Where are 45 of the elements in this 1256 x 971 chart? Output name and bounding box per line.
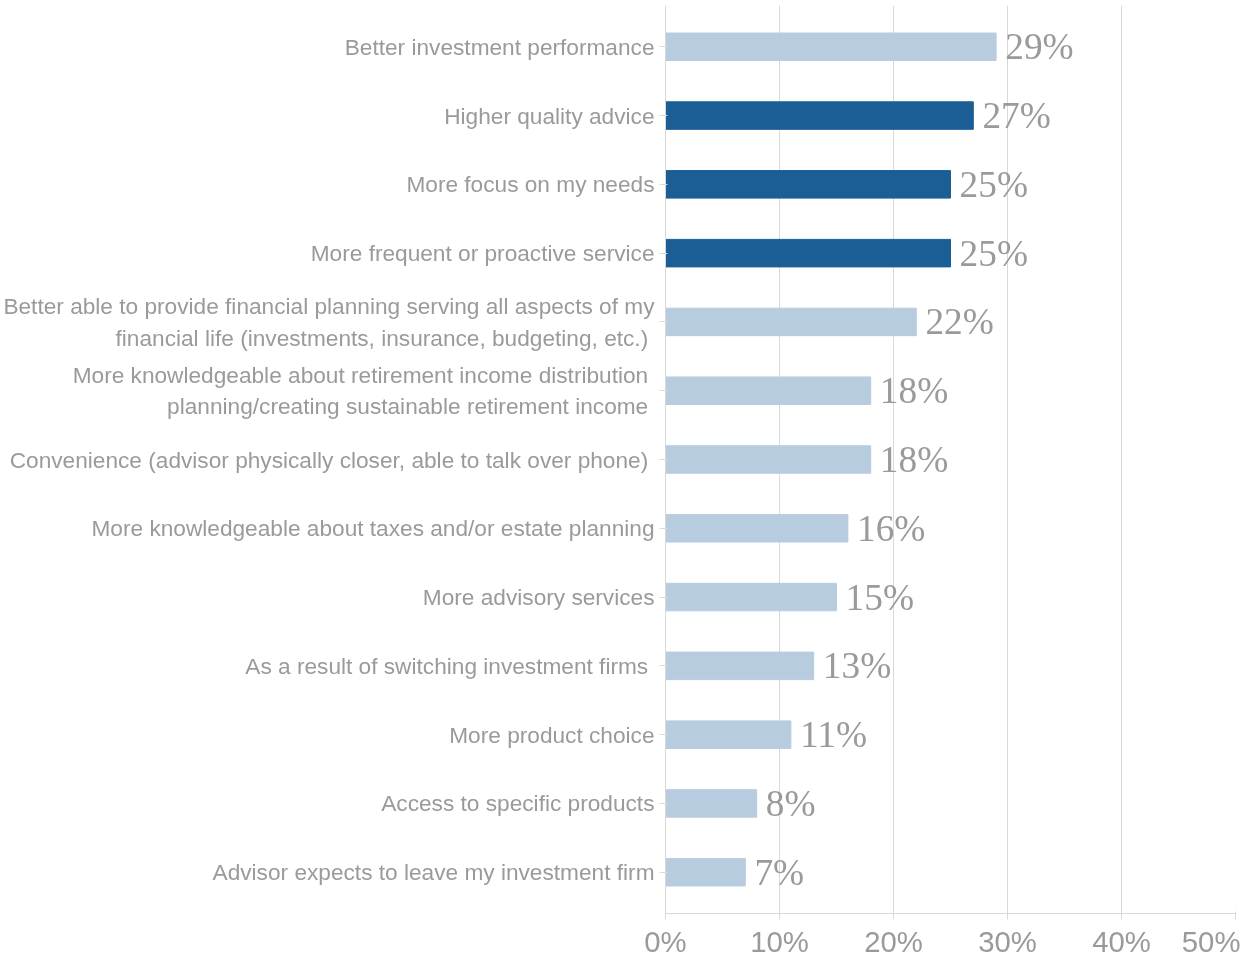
y-tick-label: Better able to provide financial planning serving all aspects of my financial life (investments, insurance, budgeting, etc.) — [3, 293, 656, 351]
y-tick-label: As a result of switching investment firms — [245, 652, 649, 679]
bar — [665, 445, 872, 474]
bar — [665, 720, 792, 749]
y-tick-label: Convenience (advisor physically closer, able to talk over phone) — [9, 446, 649, 473]
data-label: 27% — [982, 95, 1051, 137]
x-tick-label: 40% — [1092, 924, 1151, 958]
bar — [665, 238, 951, 268]
data-label: 29% — [1005, 26, 1074, 68]
data-label: 11% — [800, 714, 868, 756]
x-tick-label: 0% — [644, 924, 687, 958]
x-tick-label: 50% — [1181, 924, 1241, 958]
data-label: 18% — [879, 439, 949, 480]
data-label: 7% — [754, 851, 805, 893]
data-label: 13% — [822, 645, 892, 687]
x-tick-label: 10% — [750, 924, 809, 958]
data-label: 8% — [765, 782, 816, 824]
y-tick-label: Better investment performance — [344, 33, 655, 60]
y-tick-label: More focus on my needs — [406, 171, 655, 198]
x-tick-label: 20% — [864, 924, 923, 958]
y-tick-label: Higher quality advice — [444, 102, 655, 129]
data-label: 25% — [959, 232, 1029, 274]
y-tick-label: More product choice — [449, 721, 655, 748]
y-tick-label: More knowledgeable about taxes and/or estate planning — [91, 515, 655, 542]
bar — [665, 376, 872, 405]
x-tick-label: 30% — [978, 924, 1037, 958]
data-label: 25% — [959, 163, 1029, 205]
data-label: 15% — [845, 576, 915, 618]
y-tick-label: More knowledgeable about retirement income distribution planning/creating sustainable retirement income — [72, 362, 649, 420]
bar — [665, 101, 974, 130]
data-label: 22% — [925, 301, 994, 343]
y-tick-label: More frequent or proactive service — [310, 240, 655, 267]
bar — [665, 170, 951, 199]
bar — [665, 789, 758, 818]
bar — [665, 857, 746, 887]
bar — [665, 582, 837, 612]
y-tick-label: Access to specific products — [381, 790, 655, 817]
y-tick-label: Advisor expects to leave my investment firm — [212, 859, 655, 886]
bar — [665, 32, 997, 62]
y-tick-label: More advisory services — [422, 584, 655, 611]
bar — [665, 307, 917, 337]
data-label: 18% — [879, 370, 949, 412]
data-label: 16% — [857, 507, 926, 549]
bar — [665, 514, 849, 543]
bar — [665, 651, 815, 681]
